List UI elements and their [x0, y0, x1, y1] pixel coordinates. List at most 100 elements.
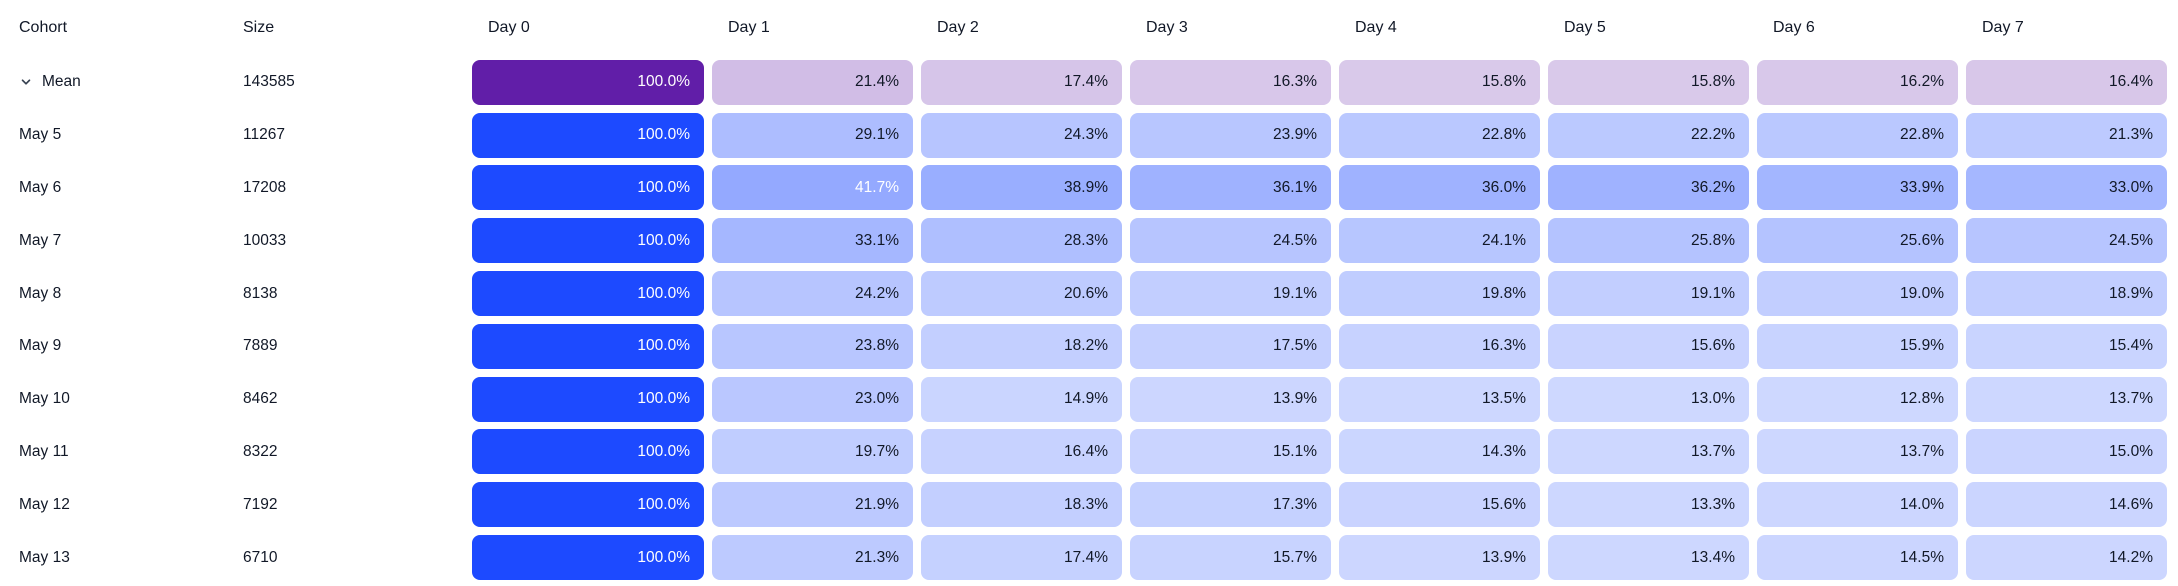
retention-cell[interactable]: 17.4% — [921, 59, 1122, 105]
retention-cell[interactable]: 28.3% — [921, 218, 1122, 264]
retention-cell[interactable]: 19.8% — [1339, 271, 1540, 317]
column-header-size: Size — [243, 19, 275, 36]
cohort-size: 8138 — [243, 284, 278, 302]
column-header-day7: Day 7 — [1982, 19, 2024, 36]
retention-cell[interactable]: 18.9% — [1966, 271, 2167, 317]
retention-cell[interactable]: 100.0% — [472, 59, 704, 105]
retention-cell[interactable]: 13.0% — [1548, 376, 1749, 422]
cohort-cell: May 6 — [0, 179, 243, 197]
retention-cell[interactable]: 15.8% — [1548, 59, 1749, 105]
retention-cell[interactable]: 25.6% — [1757, 218, 1958, 264]
retention-cell[interactable]: 100.0% — [472, 165, 704, 211]
chevron-down-icon[interactable] — [19, 75, 33, 89]
retention-cell[interactable]: 17.4% — [921, 535, 1122, 581]
cohort-label: May 5 — [19, 126, 62, 144]
retention-cell[interactable]: 100.0% — [472, 218, 704, 264]
retention-cell[interactable]: 13.7% — [1548, 429, 1749, 475]
retention-cell[interactable]: 16.2% — [1757, 59, 1958, 105]
retention-cell[interactable]: 24.2% — [712, 271, 913, 317]
retention-cell[interactable]: 22.2% — [1548, 112, 1749, 158]
cohort-size: 10033 — [243, 231, 287, 249]
retention-cell[interactable]: 16.3% — [1130, 59, 1331, 105]
retention-cell[interactable]: 14.2% — [1966, 535, 2167, 581]
retention-cell[interactable]: 20.6% — [921, 271, 1122, 317]
retention-cell[interactable]: 21.3% — [1966, 112, 2167, 158]
retention-cell[interactable]: 17.3% — [1130, 482, 1331, 528]
cohort-size: 17208 — [243, 178, 287, 196]
table-row-mean: Mean 143585 100.0% 21.4% 17.4% 16.3% 15.8% 15… — [0, 56, 2178, 109]
retention-cell[interactable]: 13.4% — [1548, 535, 1749, 581]
retention-cell[interactable]: 13.7% — [1757, 429, 1958, 475]
column-header-day4: Day 4 — [1355, 19, 1397, 36]
retention-cell[interactable]: 19.1% — [1548, 271, 1749, 317]
retention-cell[interactable]: 24.1% — [1339, 218, 1540, 264]
retention-cell[interactable]: 100.0% — [472, 376, 704, 422]
retention-rows: Mean 143585 100.0% 21.4% 17.4% 16.3% 15.8% 15… — [0, 56, 2178, 584]
retention-cell[interactable]: 33.1% — [712, 218, 913, 264]
retention-cell[interactable]: 18.3% — [921, 482, 1122, 528]
retention-cell[interactable]: 24.5% — [1130, 218, 1331, 264]
cohort-cell: May 9 — [0, 337, 243, 355]
retention-cell[interactable]: 15.9% — [1757, 323, 1958, 369]
retention-cell[interactable]: 41.7% — [712, 165, 913, 211]
retention-cell[interactable]: 23.9% — [1130, 112, 1331, 158]
retention-cell[interactable]: 33.0% — [1966, 165, 2167, 211]
retention-cell[interactable]: 15.7% — [1130, 535, 1331, 581]
retention-cell[interactable]: 19.0% — [1757, 271, 1958, 317]
retention-cell[interactable]: 15.1% — [1130, 429, 1331, 475]
retention-cell[interactable]: 13.3% — [1548, 482, 1749, 528]
retention-cell[interactable]: 18.2% — [921, 323, 1122, 369]
cohort-label: May 6 — [19, 178, 62, 196]
retention-cell[interactable]: 15.0% — [1966, 429, 2167, 475]
retention-cell[interactable]: 23.0% — [712, 376, 913, 422]
table-row: May 7 10033 100.0% 33.1% 28.3% 24.5% 24.1% 25… — [0, 214, 2178, 267]
retention-cell[interactable]: 21.4% — [712, 59, 913, 105]
retention-cell[interactable]: 15.4% — [1966, 323, 2167, 369]
cohort-label: May 9 — [19, 337, 62, 355]
retention-cell[interactable]: 13.7% — [1966, 376, 2167, 422]
retention-cell[interactable]: 22.8% — [1757, 112, 1958, 158]
retention-cell[interactable]: 100.0% — [472, 323, 704, 369]
retention-cell[interactable]: 24.3% — [921, 112, 1122, 158]
retention-cell[interactable]: 17.5% — [1130, 323, 1331, 369]
table-row: May 11 8322 100.0% 19.7% 16.4% 15.1% 14.3% 13… — [0, 426, 2178, 479]
retention-cell[interactable]: 14.5% — [1757, 535, 1958, 581]
retention-cell[interactable]: 24.5% — [1966, 218, 2167, 264]
retention-cell[interactable]: 15.6% — [1548, 323, 1749, 369]
retention-cell[interactable]: 36.2% — [1548, 165, 1749, 211]
retention-cell[interactable]: 16.3% — [1339, 323, 1540, 369]
cohort-size: 11267 — [243, 126, 285, 144]
cohort-label: May 11 — [19, 442, 69, 460]
retention-cell[interactable]: 14.9% — [921, 376, 1122, 422]
retention-cell[interactable]: 25.8% — [1548, 218, 1749, 264]
retention-cell[interactable]: 14.3% — [1339, 429, 1540, 475]
retention-cell[interactable]: 16.4% — [1966, 59, 2167, 105]
retention-cell[interactable]: 21.3% — [712, 535, 913, 581]
retention-cell[interactable]: 29.1% — [712, 112, 913, 158]
retention-cell[interactable]: 36.0% — [1339, 165, 1540, 211]
retention-cell[interactable]: 14.0% — [1757, 482, 1958, 528]
retention-cell[interactable]: 33.9% — [1757, 165, 1958, 211]
retention-cell[interactable]: 38.9% — [921, 165, 1122, 211]
retention-cell[interactable]: 21.9% — [712, 482, 913, 528]
retention-cell[interactable]: 22.8% — [1339, 112, 1540, 158]
retention-cell[interactable]: 19.1% — [1130, 271, 1331, 317]
retention-cell[interactable]: 23.8% — [712, 323, 913, 369]
retention-cell[interactable]: 100.0% — [472, 112, 704, 158]
retention-cell[interactable]: 100.0% — [472, 271, 704, 317]
retention-cell[interactable]: 12.8% — [1757, 376, 1958, 422]
retention-cell[interactable]: 100.0% — [472, 535, 704, 581]
retention-cell[interactable]: 15.8% — [1339, 59, 1540, 105]
retention-cell[interactable]: 15.6% — [1339, 482, 1540, 528]
retention-cell[interactable]: 100.0% — [472, 482, 704, 528]
column-header-day6: Day 6 — [1773, 19, 1815, 36]
retention-cell[interactable]: 13.9% — [1339, 535, 1540, 581]
retention-cell[interactable]: 36.1% — [1130, 165, 1331, 211]
retention-cell[interactable]: 13.9% — [1130, 376, 1331, 422]
retention-cell[interactable]: 14.6% — [1966, 482, 2167, 528]
retention-cell[interactable]: 16.4% — [921, 429, 1122, 475]
retention-cell[interactable]: 19.7% — [712, 429, 913, 475]
retention-cell[interactable]: 13.5% — [1339, 376, 1540, 422]
retention-cell[interactable]: 100.0% — [472, 429, 704, 475]
